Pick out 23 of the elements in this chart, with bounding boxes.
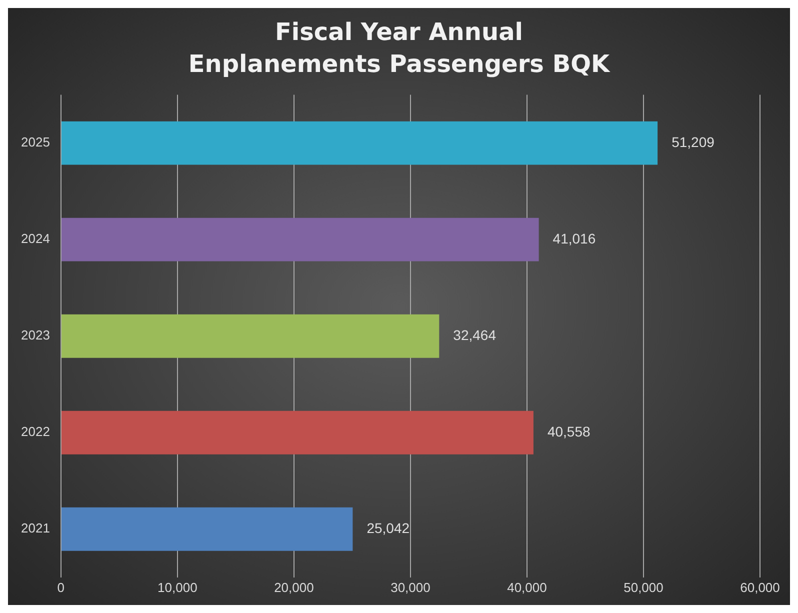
bar xyxy=(61,410,534,454)
x-tick-label: 20,000 xyxy=(274,580,314,595)
y-tick-label: 2022 xyxy=(21,424,50,440)
x-tick-label: 10,000 xyxy=(158,580,198,595)
chart-title: Fiscal Year Annual Enplanements Passengers BQK xyxy=(187,17,612,80)
y-tick-label: 2024 xyxy=(21,231,50,246)
data-label: 41,016 xyxy=(552,230,596,246)
bar xyxy=(61,507,353,551)
x-tick-label: 0 xyxy=(57,580,65,595)
y-tick-label: 2025 xyxy=(21,134,50,150)
x-tick-label: 30,000 xyxy=(390,580,430,595)
x-tick-label: 50,000 xyxy=(624,580,664,595)
y-tick-label: 2023 xyxy=(21,328,50,343)
bar xyxy=(61,121,658,165)
data-label: 32,464 xyxy=(453,326,496,343)
data-label: 51,209 xyxy=(672,134,715,150)
data-label: 25,042 xyxy=(366,520,410,536)
bar xyxy=(61,218,539,262)
x-tick-label: 60,000 xyxy=(740,580,780,595)
x-tick-label: 40,000 xyxy=(507,580,547,595)
bar xyxy=(61,314,440,358)
y-tick-label: 2021 xyxy=(21,520,50,536)
data-label: 40,558 xyxy=(547,423,591,440)
